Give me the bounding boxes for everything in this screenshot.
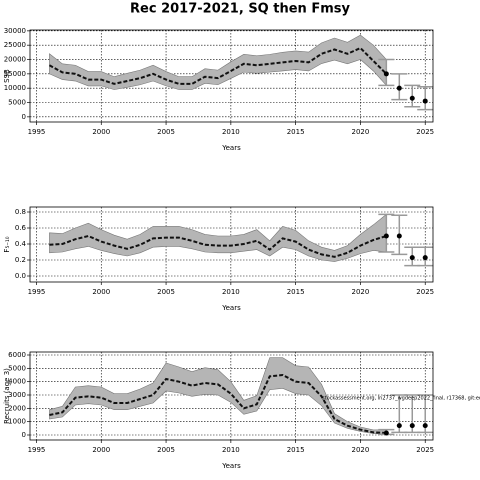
forecast-point	[396, 233, 402, 239]
forecast-point	[422, 255, 428, 261]
plot-frame	[29, 351, 434, 441]
x-tick-label: 1995	[28, 446, 46, 454]
x-axis-label: Years	[221, 462, 241, 470]
estimate-line	[48, 46, 388, 85]
plot-frame	[29, 29, 434, 123]
x-tick-label: 2025	[416, 288, 434, 296]
x-axis-label: Years	[221, 144, 241, 152]
y-tick-label: 0.2	[15, 256, 26, 264]
y-tick-label: 0.6	[15, 224, 27, 232]
forecast-point	[383, 233, 389, 239]
x-tick-label: 2015	[287, 446, 305, 454]
x-axis-label: Years	[221, 304, 241, 312]
y-tick-label: 0.8	[15, 208, 26, 216]
x-tick-label: 2005	[157, 446, 175, 454]
annotation: stockassessment.org, ln2737_wgdeep2022_f…	[322, 396, 480, 402]
y-tick-label: 5000	[8, 364, 26, 372]
estimate-line	[49, 234, 387, 258]
x-tick-label: 2010	[222, 128, 240, 136]
x-tick-label: 2010	[222, 288, 240, 296]
x-tick-label: 2000	[92, 288, 110, 296]
x-tick-label: 2005	[157, 288, 175, 296]
x-tick-label: 2015	[287, 288, 305, 296]
estimate-line	[49, 373, 387, 434]
forecast-point	[409, 255, 415, 261]
forecast-point	[409, 423, 415, 429]
x-tick-label: 2020	[352, 446, 370, 454]
forecast-point	[409, 95, 415, 101]
y-tick-label: 10000	[4, 84, 26, 92]
x-tick-label: 2010	[222, 446, 240, 454]
x-tick-label: 2020	[352, 128, 370, 136]
x-tick-label: 1995	[28, 288, 46, 296]
y-tick-label: 25000	[4, 41, 26, 49]
y-tick-label: 6000	[8, 351, 26, 359]
x-tick-label: 2020	[352, 288, 370, 296]
y-tick-label: 0	[22, 431, 26, 439]
plot-frame	[29, 206, 434, 283]
x-tick-label: 2025	[416, 128, 434, 136]
x-tick-label: 2015	[287, 128, 305, 136]
y-tick-label: 15000	[4, 70, 26, 78]
y-tick-label: 1000	[8, 418, 26, 426]
forecast-point	[422, 98, 428, 104]
y-axis-label: F₅₋₁₀	[3, 236, 11, 252]
x-tick-label: 1995	[28, 128, 46, 136]
y-tick-label: 0.0	[15, 272, 26, 280]
forecast-point	[383, 430, 389, 436]
x-tick-label: 2000	[92, 128, 110, 136]
forecast-point	[396, 423, 402, 429]
y-tick-label: 2000	[8, 404, 26, 412]
y-axis-label: SSB	[3, 69, 11, 83]
x-tick-label: 2005	[157, 128, 175, 136]
x-tick-label: 2000	[92, 446, 110, 454]
x-tick-label: 2025	[416, 446, 434, 454]
y-tick-label: 5000	[8, 99, 26, 107]
confidence-band	[49, 34, 387, 90]
chart-title: Rec 2017-2021, SQ then Fmsy	[130, 2, 350, 17]
y-tick-label: 3000	[8, 391, 26, 399]
y-tick-label: 30000	[4, 27, 26, 35]
y-tick-label: 0.4	[15, 240, 27, 248]
y-axis-label: Recruits (age 3)	[3, 368, 11, 424]
forecast-point	[383, 71, 389, 77]
forecast-point	[422, 423, 428, 429]
forecast-point	[396, 85, 402, 91]
confidence-band	[49, 213, 387, 262]
y-tick-label: 20000	[4, 56, 26, 64]
y-tick-label: 0	[22, 113, 26, 121]
y-tick-label: 4000	[8, 378, 26, 386]
